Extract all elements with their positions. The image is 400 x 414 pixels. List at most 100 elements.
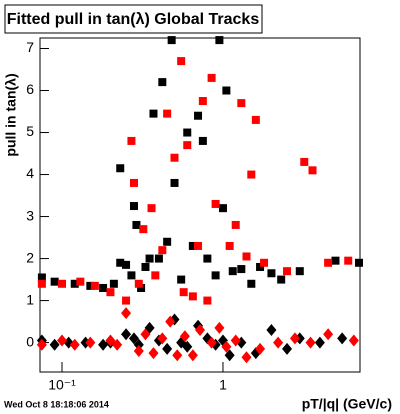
square-point (237, 265, 246, 274)
square-point (134, 279, 143, 288)
diamond-point (133, 338, 144, 351)
square-point (225, 241, 234, 250)
diamond-point (323, 328, 334, 341)
diamond-point (348, 334, 359, 347)
square-point (37, 279, 46, 288)
square-point (228, 267, 237, 276)
square-point (86, 281, 95, 290)
square-point (106, 288, 115, 297)
diamond-point (182, 340, 193, 353)
square-point (122, 260, 131, 269)
diamond-point (162, 342, 173, 355)
square-point (277, 275, 286, 284)
square-point (141, 262, 150, 271)
square-point (151, 271, 160, 280)
square-point (247, 279, 256, 288)
y-axis-title: pull in tan(λ) (3, 73, 19, 156)
diamond-point (57, 334, 68, 347)
square-point (170, 153, 179, 162)
square-point (308, 166, 317, 175)
square-point (218, 204, 227, 213)
square-point (211, 199, 220, 208)
square-point (163, 109, 172, 118)
diamond-point (98, 338, 109, 351)
square-point (109, 279, 118, 288)
square-point (331, 256, 340, 265)
title-box (4, 4, 263, 34)
square-point (231, 220, 240, 229)
square-point (183, 141, 192, 150)
square-point (37, 273, 46, 282)
square-point (260, 258, 269, 267)
diamond-point (206, 336, 217, 349)
diamond-point (112, 338, 123, 351)
square-point (116, 164, 125, 173)
square-point (127, 136, 136, 145)
footer: Wed Oct 8 18:18:06 2014 (4, 399, 109, 409)
diamond-point (85, 336, 96, 349)
square-point (50, 277, 59, 286)
diamond-point (273, 336, 284, 349)
y-tick-label: 3 (26, 207, 34, 223)
square-point (154, 254, 163, 263)
square-point (76, 277, 85, 286)
square-point (158, 246, 167, 255)
diamond-point (266, 323, 277, 336)
diamond-point (241, 351, 252, 364)
square-point (242, 252, 251, 261)
y-tick-label: 4 (26, 165, 34, 181)
square-point (267, 269, 276, 278)
square-point (122, 296, 131, 305)
square-point (295, 267, 304, 276)
square-point (145, 254, 154, 263)
square-point (344, 256, 353, 265)
square-point (203, 296, 212, 305)
diamond-point (187, 349, 198, 362)
diamond-point (230, 334, 241, 347)
square-point (194, 241, 203, 250)
diamond-point (165, 315, 176, 328)
diamond-point (148, 347, 159, 360)
x-tick-label: 10⁻¹ (48, 377, 76, 393)
diamond-point (49, 338, 60, 351)
square-point (207, 73, 216, 82)
y-tick-label: 5 (26, 123, 34, 139)
square-point (177, 57, 186, 66)
square-point (179, 288, 188, 297)
diamond-point (105, 334, 116, 347)
y-tick-label: 7 (26, 39, 34, 55)
square-point (149, 109, 158, 118)
diamond-point (121, 328, 132, 341)
square-point (158, 78, 167, 87)
square-point (211, 271, 220, 280)
x-tick-label: 1 (219, 377, 227, 393)
square-point (355, 258, 364, 267)
square-point (70, 279, 79, 288)
square-point (167, 36, 176, 45)
square-point (194, 111, 203, 120)
diamond-point (305, 336, 316, 349)
square-point (188, 292, 197, 301)
square-point (203, 254, 212, 263)
square-point (147, 204, 156, 213)
y-tick-label: 0 (26, 333, 34, 349)
diamond-point (255, 342, 266, 355)
square-point (222, 86, 231, 95)
diamond-point (69, 338, 80, 351)
square-point (163, 237, 172, 246)
square-point (58, 279, 67, 288)
x-axis-title: pT/|q| (GeV/c) (302, 396, 392, 412)
square-point (198, 136, 207, 145)
diamond-point (282, 342, 293, 355)
square-point (139, 225, 148, 234)
diamond-point (289, 332, 300, 345)
square-point (188, 241, 197, 250)
square-point (116, 258, 125, 267)
square-point (177, 275, 186, 284)
square-point (132, 220, 141, 229)
diamond-point (36, 338, 47, 351)
diamond-point (314, 336, 325, 349)
square-point (283, 267, 292, 276)
square-point (251, 115, 260, 124)
diamond-point (133, 344, 144, 357)
